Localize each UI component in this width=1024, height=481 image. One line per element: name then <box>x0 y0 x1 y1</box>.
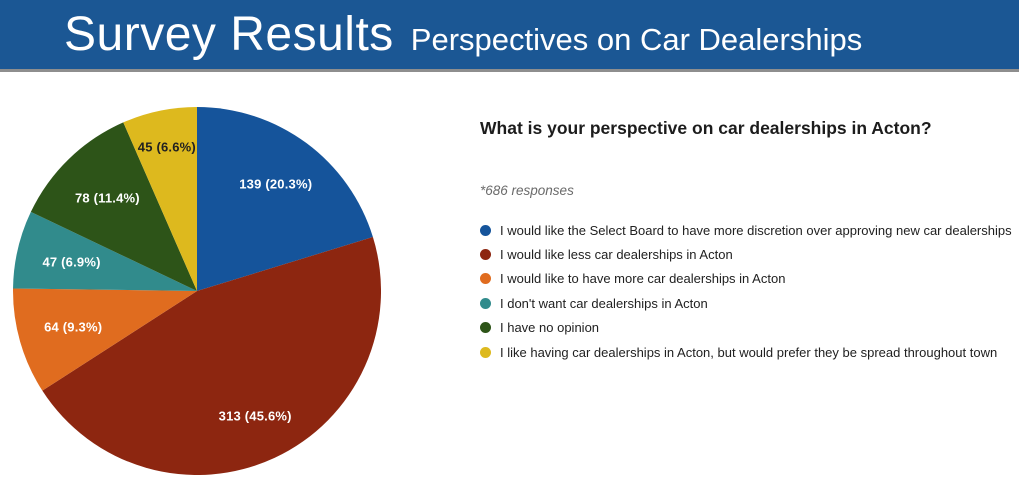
legend-item: I would like to have more car dealership… <box>480 267 1020 291</box>
legend-label: I would like the Select Board to have mo… <box>500 222 1012 238</box>
question-panel: What is your perspective on car dealersh… <box>480 117 1020 364</box>
pie-slice <box>123 107 197 291</box>
pie-slice-label: 45 (6.6%) <box>137 139 196 155</box>
pie-slice-label: 64 (9.3%) <box>44 319 103 334</box>
legend-label: I would like to have more car dealership… <box>500 271 786 287</box>
legend-label: I have no opinion <box>500 320 600 336</box>
responses-note: *686 responses <box>480 183 574 198</box>
legend-item: I would like less car dealerships in Act… <box>480 242 1020 266</box>
pie-slice <box>197 107 373 291</box>
pie-slice <box>42 237 381 475</box>
banner-title: Survey Results <box>64 8 394 61</box>
pie-slice <box>13 211 197 291</box>
legend-item: I like having car dealerships in Acton, … <box>480 340 1020 364</box>
legend-color-dot <box>480 322 491 334</box>
legend-color-dot <box>480 297 491 309</box>
legend-color-dot <box>480 346 491 358</box>
question-title: What is your perspective on car dealersh… <box>480 118 932 138</box>
pie-svg <box>13 107 381 475</box>
pie-slice <box>13 288 198 391</box>
legend: I would like the Select Board to have mo… <box>480 218 1020 364</box>
banner-subtitle: Perspectives on Car Dealerships <box>410 22 863 57</box>
pie-slice <box>30 122 197 291</box>
pie-slice-label: 47 (6.9%) <box>42 254 101 270</box>
legend-label: I like having car dealerships in Acton, … <box>500 344 998 360</box>
legend-color-dot <box>480 249 491 261</box>
legend-item: I don't want car dealerships in Acton <box>480 291 1020 315</box>
legend-label: I don't want car dealerships in Acton <box>500 295 708 311</box>
legend-item: I have no opinion <box>480 316 1020 340</box>
pie-slice-label: 139 (20.3%) <box>239 176 313 192</box>
legend-color-dot <box>480 273 491 285</box>
legend-label: I would like less car dealerships in Act… <box>500 247 733 263</box>
banner: Survey Results Perspectives on Car Deale… <box>0 0 1019 72</box>
pie-chart: 139 (20.3%) 313 (45.6%) 64 (9.3%) 47 (6.9%)… <box>13 107 381 475</box>
legend-item: I would like the Select Board to have mo… <box>480 218 1020 242</box>
pie-slice-label: 78 (11.4%) <box>74 190 140 206</box>
pie-slice-label: 313 (45.6%) <box>218 408 292 424</box>
legend-color-dot <box>480 224 491 236</box>
